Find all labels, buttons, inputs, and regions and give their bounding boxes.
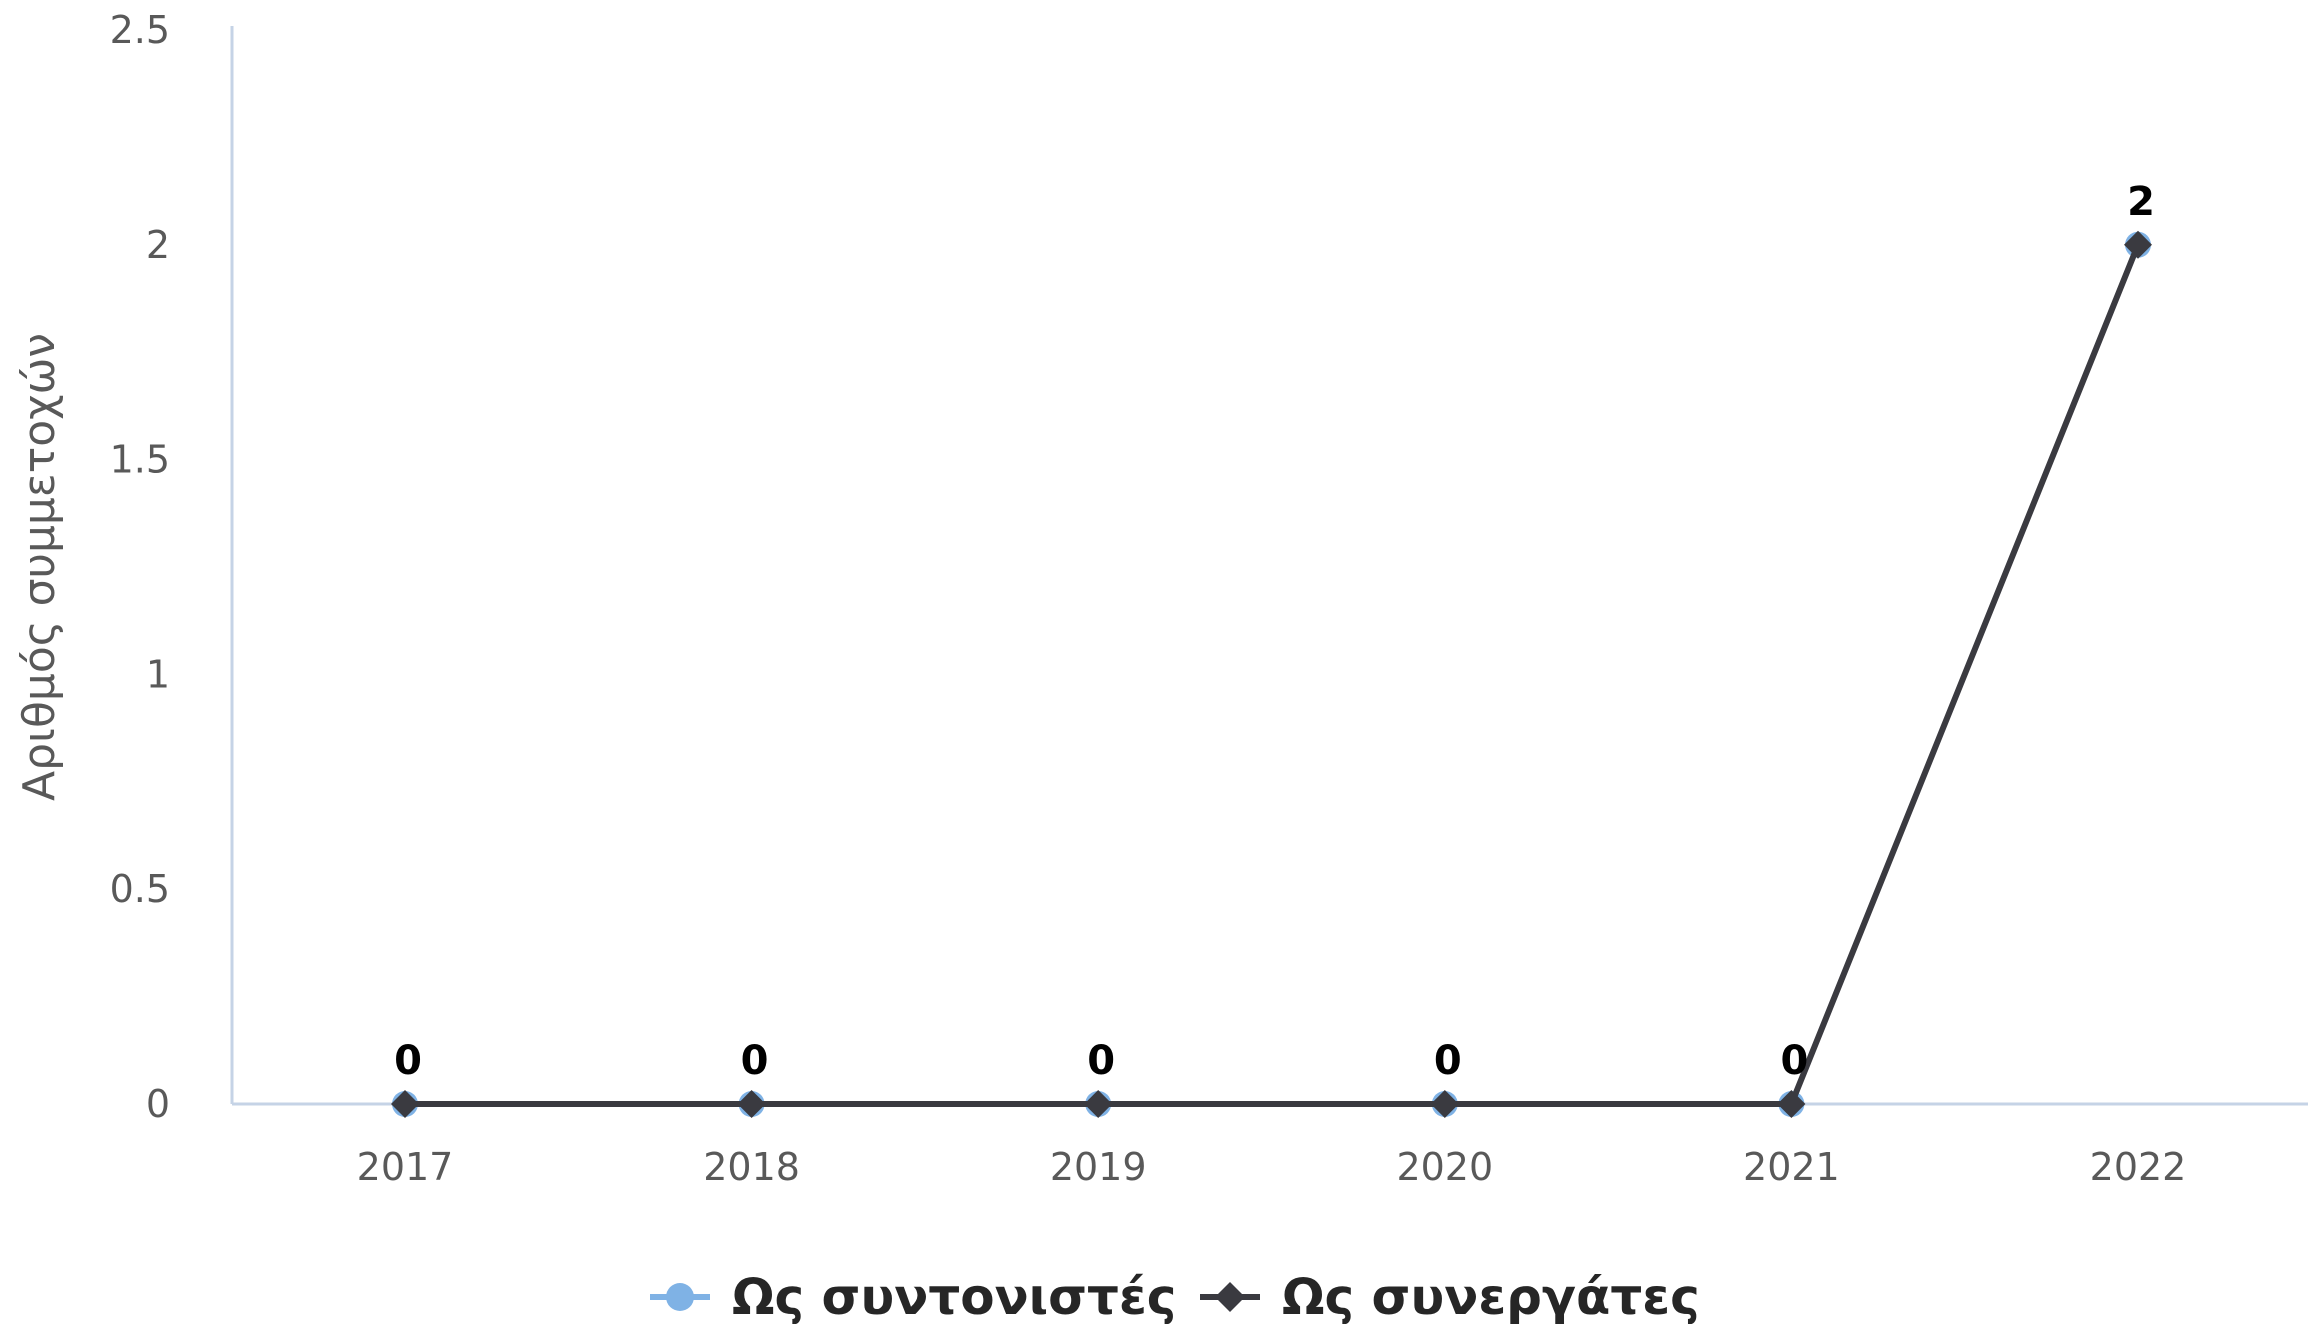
data-point xyxy=(1084,1090,1113,1118)
legend-label: Ως συντονιστές xyxy=(732,1268,1176,1324)
data-point xyxy=(391,1090,419,1118)
data-point xyxy=(1777,1090,1806,1118)
series-line xyxy=(405,243,2141,1107)
legend-item: Ως συνεργάτες xyxy=(1200,1268,1700,1326)
y-tick-label: 2 xyxy=(146,223,170,267)
legend-marker xyxy=(666,1283,694,1311)
x-tick-label: 2022 xyxy=(2090,1145,2187,1189)
data-label: 0 xyxy=(394,1038,422,1084)
x-tick-labels: 2017 2018 2019 2020 2021 2022 xyxy=(357,1145,2187,1189)
y-tick-label: 0.5 xyxy=(110,867,170,911)
series-2 xyxy=(391,230,2152,1118)
x-tick-label: 2018 xyxy=(703,1145,800,1189)
data-label: 2 xyxy=(2127,179,2155,225)
data-label: 0 xyxy=(1087,1038,1115,1084)
data-labels: 0 0 0 0 0 2 xyxy=(394,179,2155,1084)
series-1 xyxy=(392,231,2151,1117)
data-label: 0 xyxy=(1434,1038,1462,1084)
y-tick-label: 0 xyxy=(146,1082,170,1126)
y-tick-label: 1 xyxy=(146,652,170,696)
data-label: 0 xyxy=(1780,1038,1808,1084)
axes xyxy=(230,26,2308,1106)
series-line xyxy=(405,243,2141,1107)
y-tick-labels: 0 0.5 1 1.5 2 2.5 xyxy=(110,8,170,1126)
x-tick-label: 2019 xyxy=(1050,1145,1147,1189)
data-point xyxy=(2124,230,2152,259)
data-point xyxy=(1430,1090,1459,1118)
x-tick-label: 2021 xyxy=(1743,1145,1840,1189)
data-point xyxy=(737,1090,766,1118)
y-axis-title: Αριθμός συμμετοχών xyxy=(14,333,65,801)
data-label: 0 xyxy=(741,1038,769,1084)
legend-label: Ως συνεργάτες xyxy=(1282,1268,1700,1324)
legend: Ως συντονιστές Ως συνεργάτες xyxy=(650,1268,1700,1326)
y-tick-label: 1.5 xyxy=(110,438,170,482)
legend-item: Ως συντονιστές xyxy=(650,1268,1176,1326)
series-lines xyxy=(391,230,2152,1118)
x-tick-label: 2017 xyxy=(357,1145,454,1189)
x-tick-label: 2020 xyxy=(1396,1145,1493,1189)
y-tick-label: 2.5 xyxy=(110,8,170,52)
legend-marker xyxy=(1215,1282,1245,1312)
